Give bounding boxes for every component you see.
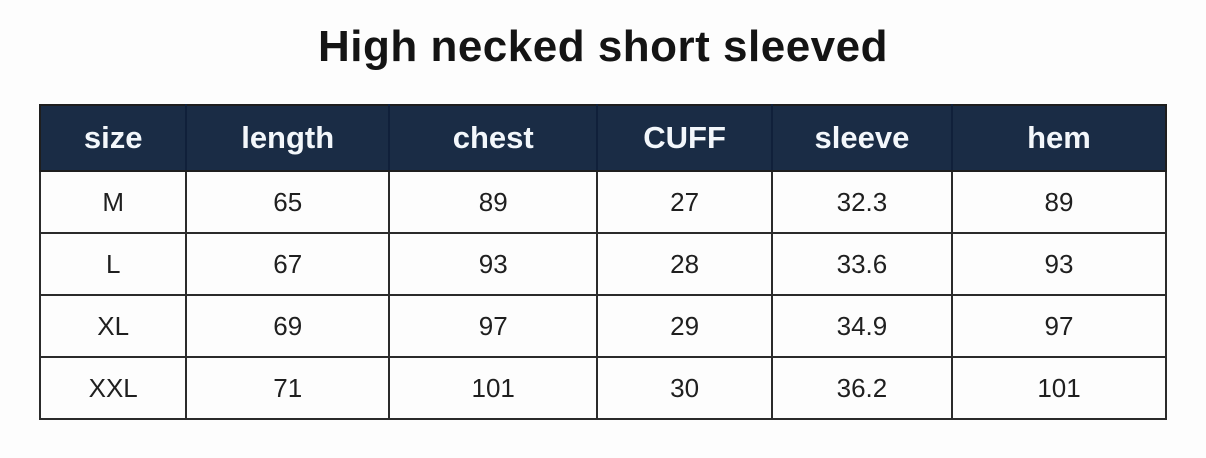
page-title: High necked short sleeved [317,22,889,71]
size-chart-container: size length chest CUFF sleeve hem M 65 8… [38,104,1167,420]
column-header-length: length [185,104,391,172]
cell-size: L [38,232,188,296]
cell-sleeve: 34.9 [770,294,954,358]
cell-cuff: 27 [596,170,773,234]
cell-sleeve: 32.3 [770,170,954,234]
size-chart-table: size length chest CUFF sleeve hem M 65 8… [38,104,1167,420]
header-row: size length chest CUFF sleeve hem [38,104,1167,172]
cell-chest: 101 [388,356,599,420]
cell-cuff: 29 [596,294,773,358]
cell-chest: 93 [388,232,599,296]
cell-length: 65 [185,170,391,234]
cell-cuff: 30 [596,356,773,420]
cell-length: 71 [185,356,391,420]
table-row-m: M 65 89 27 32.3 89 [38,170,1167,234]
table-row-l: L 67 93 28 33.6 93 [38,232,1167,296]
cell-hem: 97 [951,294,1167,358]
cell-hem: 89 [951,170,1167,234]
cell-sleeve: 33.6 [770,232,954,296]
column-header-cuff: CUFF [596,104,773,172]
cell-size: XL [38,294,188,358]
column-header-size: size [38,104,188,172]
cell-length: 67 [185,232,391,296]
cell-cuff: 28 [596,232,773,296]
size-chart-body: M 65 89 27 32.3 89 L 67 93 28 33.6 93 XL… [38,170,1167,420]
cell-size: M [38,170,188,234]
cell-hem: 93 [951,232,1167,296]
cell-chest: 89 [388,170,599,234]
cell-chest: 97 [388,294,599,358]
cell-length: 69 [185,294,391,358]
size-chart-header: size length chest CUFF sleeve hem [38,104,1167,172]
column-header-hem: hem [951,104,1167,172]
column-header-sleeve: sleeve [770,104,954,172]
table-row-xl: XL 69 97 29 34.9 97 [38,294,1167,358]
cell-hem: 101 [951,356,1167,420]
cell-sleeve: 36.2 [770,356,954,420]
table-row-xxl: XXL 71 101 30 36.2 101 [38,356,1167,420]
cell-size: XXL [38,356,188,420]
column-header-chest: chest [388,104,599,172]
